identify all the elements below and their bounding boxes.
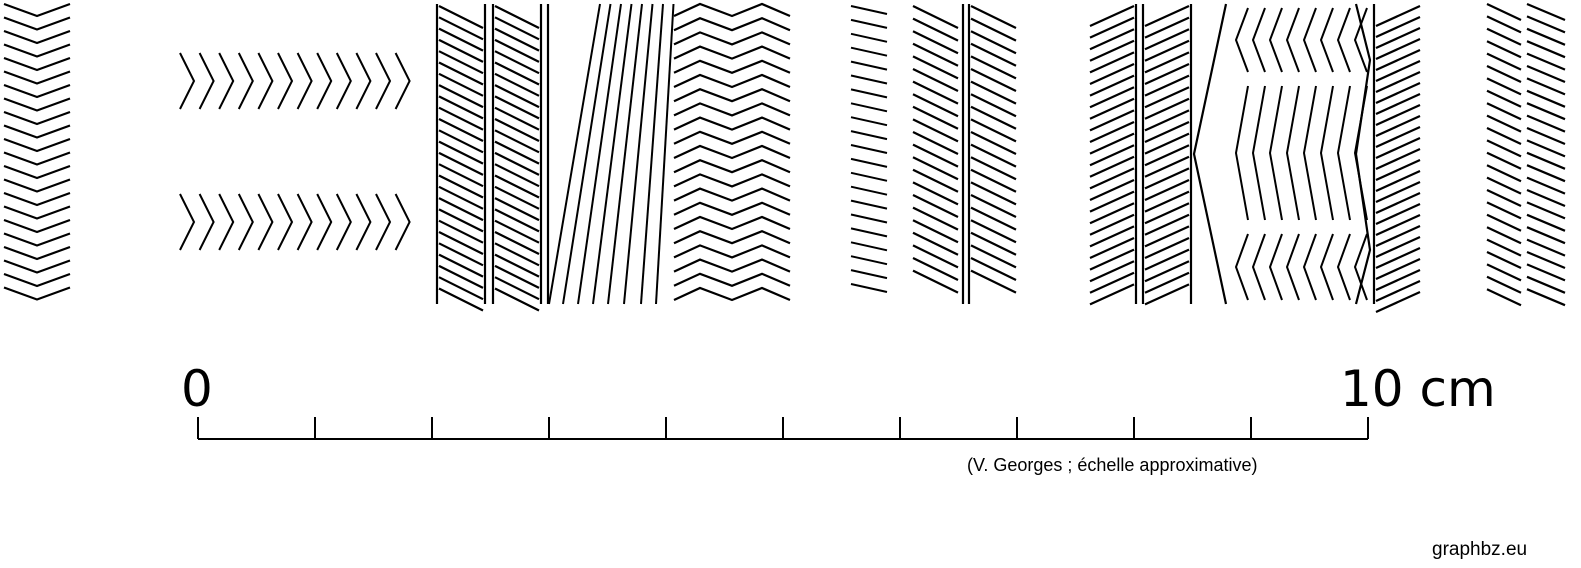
chevron-column-left bbox=[3, 2, 71, 301]
hatched-column-c bbox=[967, 4, 1017, 304]
hatched-column-e bbox=[1372, 4, 1421, 314]
hatched-column-pair-a bbox=[435, 4, 550, 312]
scale-bar bbox=[197, 417, 1369, 440]
chevron-lozenge-block bbox=[1192, 3, 1372, 305]
chevron-band-upper bbox=[179, 52, 411, 110]
double-hatched-column bbox=[1486, 2, 1566, 307]
watermark: graphbz.eu bbox=[1432, 539, 1528, 560]
oblique-fan-lines bbox=[548, 3, 675, 305]
scale-start-label: 0 bbox=[181, 360, 213, 418]
short-dash-column bbox=[850, 5, 888, 293]
scale-credit: (V. Georges ; échelle approximative) bbox=[967, 455, 1258, 475]
chevron-band-lower bbox=[179, 193, 411, 251]
hatched-column-pair-d bbox=[1089, 4, 1193, 306]
hatched-column-b bbox=[912, 4, 965, 304]
zigzag-column bbox=[673, 2, 791, 302]
scale-end-label: 10 cm bbox=[1340, 360, 1496, 418]
decoration-patterns bbox=[3, 2, 1566, 314]
